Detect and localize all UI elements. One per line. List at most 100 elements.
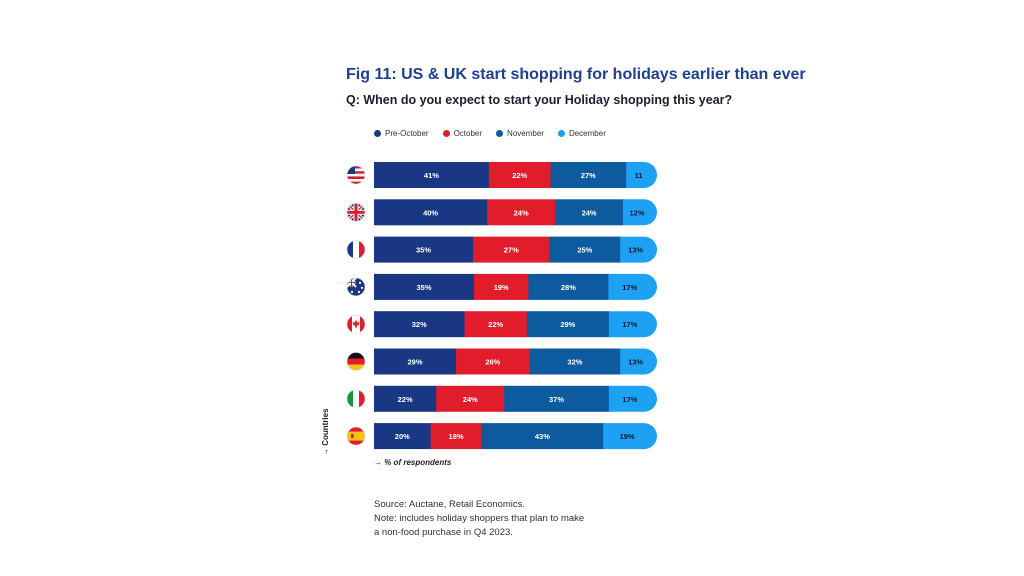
bar-segment (555, 199, 624, 226)
bar-value-label: 17% (622, 395, 637, 404)
legend-dot-november (496, 130, 504, 137)
bar-row: 32% 22% 29% 17% (374, 311, 657, 338)
bar-value-label: 13% (628, 246, 643, 255)
bar-value-label: 19% (620, 432, 635, 441)
bar-value-label: 17% (622, 283, 637, 292)
bar-value-label: 22% (512, 171, 527, 180)
bar-segment (374, 348, 457, 375)
bar-segment (436, 385, 505, 412)
y-axis-label: → Countries (321, 408, 330, 456)
bar-segment (549, 236, 621, 263)
legend-dot-october (442, 130, 450, 137)
bar-value-label: 13% (628, 358, 643, 367)
bar-value-label: 41% (424, 171, 439, 180)
bar-value-label: 12% (630, 208, 645, 217)
legend-item-december: December (557, 129, 606, 138)
bar-segment (374, 236, 474, 263)
bar-segment (374, 162, 490, 188)
bar-segment (430, 423, 483, 450)
bar-value-label: 24% (514, 208, 529, 217)
legend-item-november: November (496, 129, 544, 138)
bar-segment (623, 199, 657, 226)
chart-subtitle: Q: When do you expect to start your Holi… (346, 93, 733, 107)
bar-value-label: 11 (635, 171, 643, 180)
source-line: Source: Auctane, Retail Economics. (374, 499, 526, 510)
bar-value-label: 37% (549, 395, 564, 404)
bar-row: 35% 19% 28% 17% (374, 273, 657, 300)
bar-value-label: 25% (577, 246, 592, 255)
bar-segment (481, 423, 604, 450)
bar-segment (374, 311, 466, 338)
italy-flag-icon (346, 389, 366, 409)
bar-value-label: 35% (417, 283, 432, 292)
bar-value-label: 32% (412, 320, 427, 329)
bar-segment (464, 311, 528, 338)
legend-label: November (507, 129, 544, 138)
bar-value-label: 24% (582, 208, 597, 217)
bar-value-label: 24% (463, 395, 478, 404)
bar-value-label: 20% (395, 432, 410, 441)
x-axis-label: → % of respondents (374, 458, 452, 467)
bar-segment (374, 199, 488, 226)
legend-dot-pre-october (374, 130, 381, 137)
legend-item-october: October (442, 129, 483, 138)
spain-flag-icon (346, 426, 366, 446)
bar-value-label: 19% (494, 283, 509, 292)
source-note: Source: Auctane, Retail Economics. Note:… (374, 498, 584, 540)
bar-value-label: 29% (560, 320, 575, 329)
bar-segment (620, 348, 657, 375)
bar-segment (456, 348, 531, 375)
bar-value-label: 27% (504, 246, 519, 255)
bar-row: 35% 27% 25% 13% (374, 236, 657, 263)
bar-segment (529, 348, 621, 375)
bar-value-label: 18% (449, 432, 464, 441)
bar-segment (374, 385, 437, 412)
bar-segment (374, 273, 475, 300)
bar-row: 20% 18% 43% 19% (374, 423, 657, 450)
bar-value-label: 27% (581, 171, 596, 180)
bar-value-label: 26% (485, 358, 500, 367)
bar-segment (488, 162, 552, 188)
bar-segment (550, 162, 627, 188)
legend-item-pre-october: Pre-October (374, 129, 429, 138)
legend-dot-december (557, 130, 565, 137)
bar-value-label: 43% (535, 432, 550, 441)
bar-segment (608, 385, 657, 412)
bar-segment (526, 311, 610, 338)
bar-segment (603, 423, 657, 450)
source-line: a non-food purchase in Q4 2023. (374, 527, 513, 538)
legend-label: October (453, 129, 483, 138)
bar-row: 22% 24% 37% 17% (374, 385, 657, 412)
germany-flag-icon (346, 352, 366, 371)
bar-row: 40% 24% 24% 12% (374, 199, 657, 226)
bar-segment (474, 273, 529, 300)
bar-segment (473, 236, 550, 263)
bars: 41% 22% 27% 11 40% 24% 24% 12% 35% 27% 25% 13% 35% 19… (374, 162, 657, 450)
flag-icons (346, 165, 366, 446)
bar-row: 41% 22% 27% 11 (374, 162, 657, 188)
bar-value-label: 17% (622, 320, 637, 329)
legend-label: December (568, 129, 606, 138)
bar-row: 29% 26% 32% 13% (374, 348, 657, 375)
bar-segment (620, 236, 657, 263)
canada-flag-icon (346, 314, 366, 334)
bar-segment (374, 423, 432, 450)
bar-value-label: 40% (423, 208, 438, 217)
legend-label: Pre-October (385, 129, 429, 138)
bar-value-label: 22% (488, 320, 503, 329)
bar-segment (608, 273, 657, 300)
bar-segment (626, 162, 657, 188)
bar-value-label: 28% (561, 283, 576, 292)
source-line: Note: includes holiday shoppers that pla… (374, 513, 585, 524)
bar-value-label: 29% (408, 358, 423, 367)
france-flag-icon (346, 240, 366, 259)
bar-segment (608, 311, 657, 338)
us-flag-icon (346, 165, 366, 185)
bar-segment (528, 273, 609, 300)
bar-value-label: 35% (416, 246, 431, 255)
bar-segment (487, 199, 556, 226)
australia-flag-icon (346, 277, 366, 297)
bar-value-label: 22% (398, 395, 413, 404)
uk-flag-icon (346, 203, 366, 222)
